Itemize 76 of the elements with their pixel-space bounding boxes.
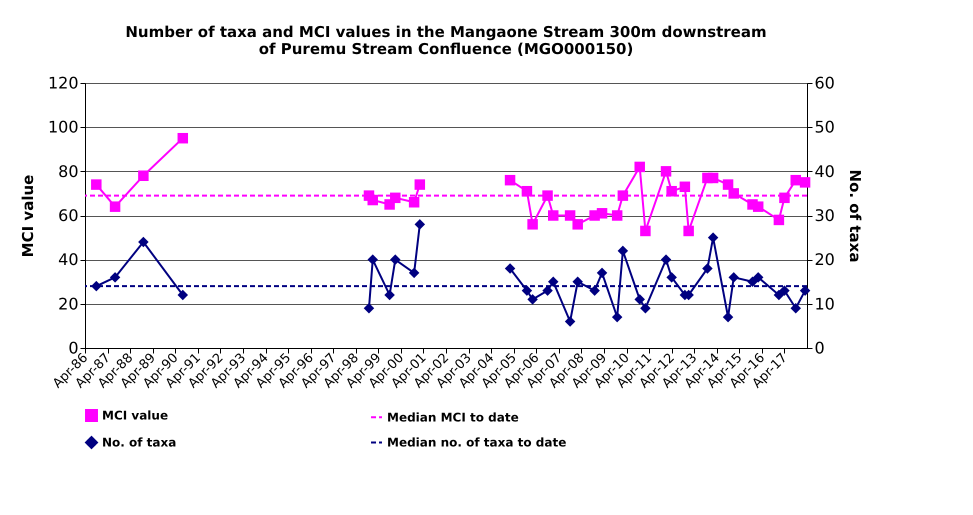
point <box>618 246 628 256</box>
y-tick-label: 60 <box>58 206 78 225</box>
point <box>612 312 622 322</box>
point <box>596 268 608 278</box>
y-tick-label: 120 <box>48 74 78 92</box>
point <box>728 272 739 283</box>
point <box>660 254 672 265</box>
point <box>596 208 608 219</box>
point <box>522 285 532 296</box>
point <box>680 182 690 192</box>
point <box>702 263 713 274</box>
point <box>138 170 149 181</box>
point <box>660 166 672 177</box>
legend-label: MCI value <box>102 408 168 423</box>
point <box>640 226 651 236</box>
point <box>504 263 516 274</box>
legend-label: Median MCI to date <box>387 410 519 424</box>
point <box>564 210 576 221</box>
legend-label: Median no. of taxa to date <box>387 436 566 450</box>
point <box>722 312 734 322</box>
point <box>666 186 677 196</box>
point <box>522 186 532 196</box>
point <box>666 272 677 283</box>
point <box>779 285 790 296</box>
y-tick-label: 0 <box>68 338 78 358</box>
point <box>708 172 718 184</box>
point <box>634 162 645 172</box>
point <box>178 132 188 144</box>
y-tick-label: 100 <box>48 118 78 137</box>
point <box>572 219 583 230</box>
y2-tick-label: 40 <box>814 162 835 181</box>
point <box>589 285 600 296</box>
point <box>91 179 102 190</box>
point <box>542 190 553 201</box>
point <box>618 190 628 201</box>
legend-label: No. of taxa <box>102 436 176 450</box>
y-tick-label: 40 <box>58 250 78 270</box>
point <box>779 192 790 204</box>
point <box>504 174 516 186</box>
y2-tick-label: 10 <box>814 294 835 314</box>
point <box>408 197 420 208</box>
point <box>728 188 739 199</box>
y-tick-label: 80 <box>58 162 78 181</box>
point <box>548 210 558 221</box>
point <box>790 303 801 314</box>
point <box>527 219 538 230</box>
point <box>527 294 538 305</box>
point <box>774 214 784 226</box>
point <box>790 174 801 186</box>
point <box>683 226 694 236</box>
y2-tick-label: 0 <box>814 338 825 358</box>
point <box>110 201 120 212</box>
point <box>414 179 426 190</box>
point <box>800 177 810 188</box>
point <box>367 194 378 206</box>
point <box>708 232 718 243</box>
point <box>774 290 784 300</box>
point <box>564 316 576 327</box>
point <box>640 303 651 314</box>
y2-tick-label: 20 <box>814 250 835 270</box>
y-tick-label: 20 <box>58 294 78 314</box>
y2-axis-title: No. of taxa <box>846 170 864 262</box>
chart-title: Number of taxa and MCI values in the Mangaone Stream 300m downstream of Puremu Stream Confluence (MGO000150) <box>125 23 767 58</box>
point <box>548 276 558 287</box>
y2-tick-label: 60 <box>814 74 835 92</box>
point <box>390 192 401 204</box>
point <box>572 276 583 287</box>
y2-tick-label: 30 <box>814 206 835 225</box>
point <box>634 294 645 305</box>
y2-tick-label: 50 <box>814 118 835 137</box>
point <box>747 276 758 287</box>
point <box>752 272 764 283</box>
point <box>752 201 764 212</box>
point <box>722 179 734 190</box>
point <box>612 210 622 221</box>
y-axis-title: MCI value <box>18 174 37 258</box>
